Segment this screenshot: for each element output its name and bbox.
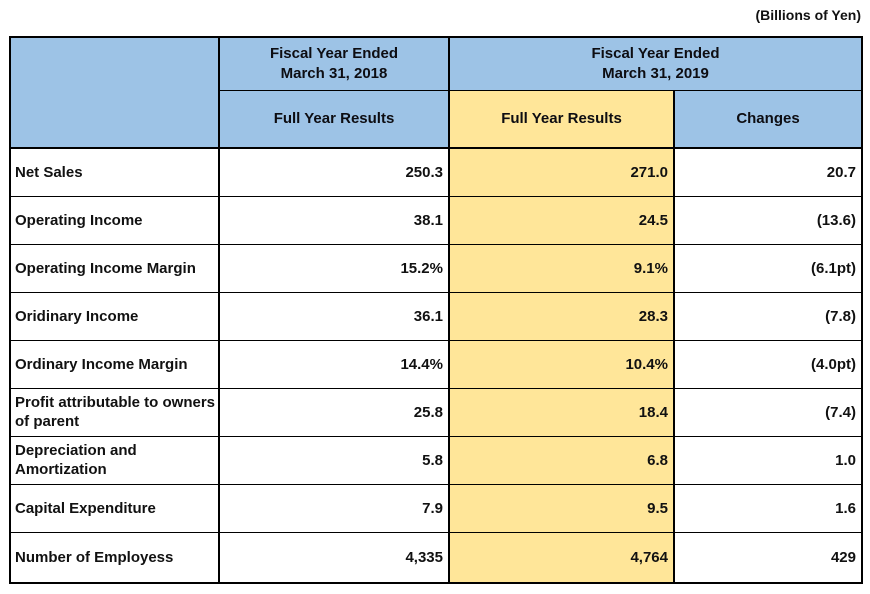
fy2019-value-cell: 6.8 [448,435,675,485]
changes-value-cell: 1.0 [673,435,863,485]
fy2018-value-cell: 250.3 [218,147,450,197]
row-label-cell: Number of Employess [9,531,220,584]
corner-cell [9,36,220,149]
fy2019-header-cell: Fiscal Year Ended March 31, 2019 [448,36,863,91]
row-label-cell: Net Sales [9,147,220,197]
fy2018-value-cell: 5.8 [218,435,450,485]
fy2018-value-cell: 38.1 [218,195,450,245]
changes-value-cell: 20.7 [673,147,863,197]
fy2019-header-line1: Fiscal Year Ended [591,44,720,62]
changes-subheader: Changes [673,89,863,149]
fy2019-value-cell: 9.1% [448,243,675,293]
fy2019-results-subheader: Full Year Results [448,89,675,149]
fy2019-value-cell: 24.5 [448,195,675,245]
fy2019-value-cell: 271.0 [448,147,675,197]
fy2018-value-cell: 4,335 [218,531,450,584]
changes-value-cell: (4.0pt) [673,339,863,389]
table-header: Fiscal Year Ended March 31, 2018 Fiscal … [9,36,863,149]
financial-results-table: Fiscal Year Ended March 31, 2018 Fiscal … [9,36,863,584]
fy2019-value-cell: 10.4% [448,339,675,389]
subheader-row: Full Year Results Full Year Results Chan… [10,89,863,149]
row-label-cell: Depreciation and Amortization [9,435,220,485]
fy2018-header-cell: Fiscal Year Ended March 31, 2018 [218,36,450,91]
changes-value-cell: 429 [673,531,863,584]
fy2019-value-cell: 9.5 [448,483,675,533]
fy2018-value-cell: 7.9 [218,483,450,533]
fy2018-header-line2: March 31, 2018 [280,64,388,82]
fy2019-value-cell: 18.4 [448,387,675,437]
fy2019-header-line2: March 31, 2019 [602,64,709,82]
row-label-cell: Oridinary Income [9,291,220,341]
changes-value-cell: 1.6 [673,483,863,533]
table-row: Number of Employess 4,335 4,764 429 [9,531,863,584]
table-row: Ordinary Income Margin 14.4% 10.4% (4.0p… [9,339,863,389]
unit-label: (Billions of Yen) [755,7,861,23]
row-label-cell: Capital Expenditure [9,483,220,533]
changes-value-cell: (7.8) [673,291,863,341]
row-label-cell: Operating Income [9,195,220,245]
fy2018-value-cell: 36.1 [218,291,450,341]
table-row: Capital Expenditure 7.9 9.5 1.6 [9,483,863,533]
fy2018-results-subheader: Full Year Results [218,89,450,149]
fy2018-value-cell: 14.4% [218,339,450,389]
table-body: Net Sales 250.3 271.0 20.7 Operating Inc… [9,147,863,584]
fy2018-header-line1: Fiscal Year Ended [269,44,399,62]
fiscal-year-header-row: Fiscal Year Ended March 31, 2018 Fiscal … [9,36,863,149]
fy2018-value-cell: 15.2% [218,243,450,293]
changes-value-cell: (13.6) [673,195,863,245]
fy2019-value-cell: 4,764 [448,531,675,584]
row-label-cell: Operating Income Margin [9,243,220,293]
table-row: Oridinary Income 36.1 28.3 (7.8) [9,291,863,341]
table-row: Operating Income Margin 15.2% 9.1% (6.1p… [9,243,863,293]
row-label-cell: Profit attributable to owners of parent [9,387,220,437]
table-row: Net Sales 250.3 271.0 20.7 [9,147,863,197]
changes-value-cell: (6.1pt) [673,243,863,293]
table-row: Operating Income 38.1 24.5 (13.6) [9,195,863,245]
fy2018-value-cell: 25.8 [218,387,450,437]
fy2019-value-cell: 28.3 [448,291,675,341]
table-row: Profit attributable to owners of parent … [9,387,863,437]
table-row: Depreciation and Amortization 5.8 6.8 1.… [9,435,863,485]
row-label-cell: Ordinary Income Margin [9,339,220,389]
changes-value-cell: (7.4) [673,387,863,437]
